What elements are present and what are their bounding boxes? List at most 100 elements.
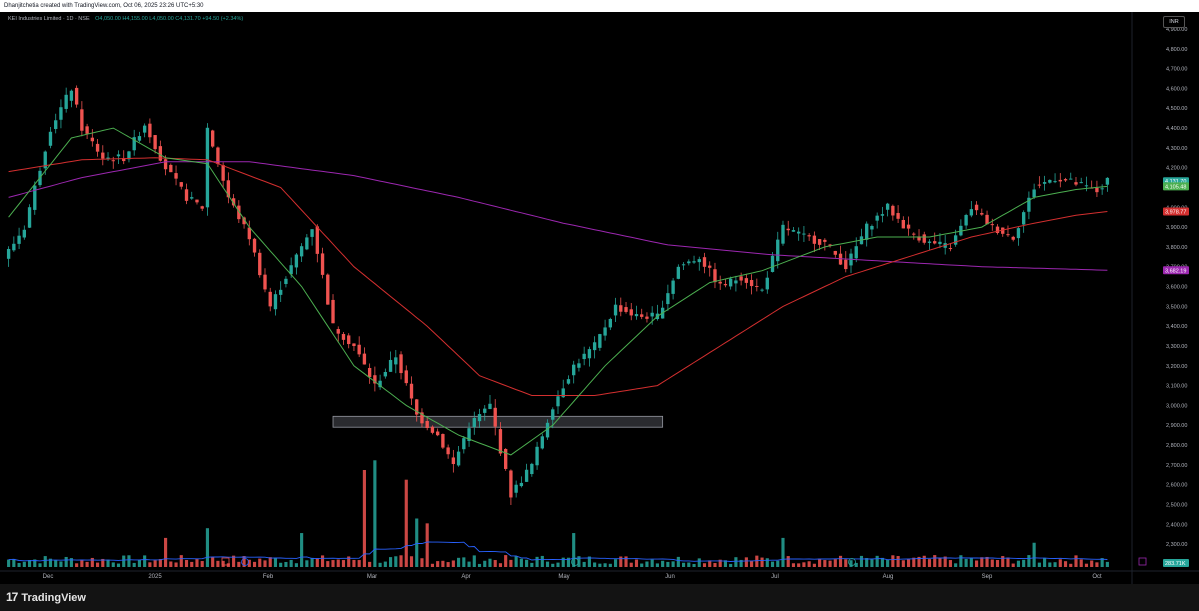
volume-bar bbox=[964, 559, 968, 567]
volume-bar bbox=[69, 558, 73, 567]
volume-bar bbox=[446, 562, 450, 567]
candle-body bbox=[938, 241, 942, 245]
time-tick-label: Dec bbox=[43, 574, 54, 580]
volume-bar bbox=[205, 528, 210, 567]
volume-bar bbox=[943, 556, 947, 567]
candle-body bbox=[48, 131, 53, 146]
currency-button[interactable]: INR bbox=[1163, 16, 1185, 28]
candle-body bbox=[974, 204, 979, 211]
volume-bar bbox=[347, 556, 351, 567]
candle-body bbox=[708, 265, 712, 268]
volume-bar bbox=[457, 557, 461, 567]
candle-body bbox=[221, 165, 225, 181]
candle-body bbox=[179, 182, 183, 187]
volume-bar bbox=[472, 555, 476, 567]
volume-bar bbox=[200, 561, 204, 567]
volume-bar bbox=[1053, 562, 1057, 567]
candle-body bbox=[760, 289, 764, 291]
time-tick-label: Jul bbox=[771, 574, 779, 580]
candle-body bbox=[681, 264, 686, 266]
candle-body bbox=[430, 426, 435, 433]
volume-bar bbox=[488, 558, 492, 567]
symbol-legend: KEI Industries Limited · 1D · NSE O4,050… bbox=[8, 16, 243, 22]
volume-bar bbox=[368, 561, 372, 567]
candle-body bbox=[1011, 236, 1015, 240]
candle-body bbox=[399, 354, 403, 374]
candle-body bbox=[995, 226, 1000, 234]
volume-bar bbox=[603, 563, 607, 567]
candlestick-chart[interactable]: 4,900.00 4,800.00 4,700.00 4,600.00 4,500.00… bbox=[0, 0, 1199, 584]
volume-bar bbox=[373, 460, 377, 567]
volume-bar bbox=[80, 559, 84, 567]
volume-bar bbox=[797, 563, 801, 567]
candle-body bbox=[551, 409, 555, 420]
symbol-name: KEI Industries Limited · 1D · NSE bbox=[8, 16, 90, 22]
volume-bar bbox=[734, 557, 738, 567]
candle-body bbox=[1053, 181, 1057, 183]
candle-body bbox=[174, 173, 178, 179]
candle-body bbox=[383, 372, 388, 377]
candle-body bbox=[467, 428, 471, 442]
volume-bar bbox=[258, 558, 262, 567]
candle-body bbox=[613, 304, 618, 316]
volume-bar bbox=[566, 557, 571, 567]
candle-body bbox=[169, 164, 173, 173]
volume-bar bbox=[1027, 555, 1031, 567]
volume-bar bbox=[880, 557, 884, 567]
candle-body bbox=[540, 436, 544, 449]
volume-bar bbox=[38, 563, 42, 567]
candle-body bbox=[184, 189, 189, 201]
volume-bar bbox=[1058, 559, 1062, 567]
price-tick-label: 2,500.00 bbox=[1166, 502, 1187, 508]
candle-body bbox=[116, 154, 121, 157]
candle-body bbox=[969, 209, 974, 216]
volume-bar bbox=[415, 518, 419, 567]
candle-body bbox=[645, 316, 649, 319]
volume-bar bbox=[1079, 559, 1083, 567]
candle-body bbox=[927, 241, 932, 243]
volume-bar bbox=[954, 563, 958, 567]
candle-body bbox=[634, 314, 639, 317]
candle-body bbox=[1032, 189, 1036, 198]
volume-bar bbox=[184, 559, 189, 567]
chart-area[interactable] bbox=[0, 12, 1199, 584]
price-label-text: 3,978.77 bbox=[1165, 210, 1186, 216]
candle-body bbox=[1021, 212, 1026, 225]
volume-bar bbox=[394, 556, 398, 567]
candle-body bbox=[284, 278, 288, 284]
volume-bar bbox=[969, 558, 973, 567]
volume-bar bbox=[148, 562, 152, 567]
candle-body bbox=[509, 470, 513, 498]
candle-body bbox=[299, 246, 304, 257]
candle-body bbox=[812, 235, 817, 244]
volume-bar bbox=[917, 556, 921, 567]
volume-bar bbox=[959, 555, 963, 567]
volume-bar bbox=[1016, 560, 1021, 567]
volume-bar bbox=[22, 561, 26, 567]
candle-body bbox=[12, 243, 16, 251]
volume-bar bbox=[483, 560, 487, 567]
volume-bar bbox=[682, 562, 686, 567]
candle-body bbox=[90, 137, 95, 142]
candle-body bbox=[598, 334, 602, 348]
volume-bar bbox=[593, 562, 597, 567]
volume-bar bbox=[1006, 557, 1010, 567]
candle-body bbox=[273, 294, 278, 310]
candle-body bbox=[734, 280, 738, 284]
ema50-line bbox=[8, 157, 1108, 396]
volume-bar bbox=[525, 559, 529, 567]
candle-body bbox=[582, 353, 586, 360]
candle-body bbox=[59, 107, 63, 120]
volume-bar bbox=[17, 562, 21, 567]
tradingview-logo[interactable]: 17 TradingView bbox=[6, 590, 86, 604]
candle-body bbox=[289, 265, 293, 275]
price-label-text: 3,682.19 bbox=[1165, 268, 1186, 274]
volume-bar bbox=[493, 560, 497, 567]
candle-body bbox=[106, 157, 110, 159]
candle-body bbox=[409, 383, 414, 399]
candle-body bbox=[1001, 227, 1005, 234]
volume-bar bbox=[357, 560, 361, 567]
volume-bar bbox=[927, 559, 932, 567]
candle-body bbox=[755, 286, 759, 288]
volume-bar bbox=[640, 563, 644, 567]
